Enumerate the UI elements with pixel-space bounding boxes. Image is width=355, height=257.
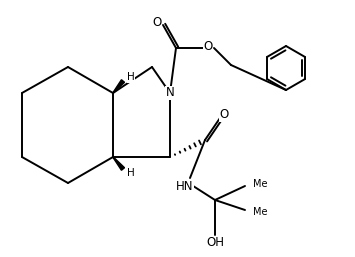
Polygon shape xyxy=(113,157,125,170)
Text: Me: Me xyxy=(253,179,268,189)
Text: HN: HN xyxy=(176,180,194,194)
Text: H: H xyxy=(127,72,135,82)
Text: N: N xyxy=(166,87,174,99)
Text: OH: OH xyxy=(206,236,224,250)
Text: H: H xyxy=(127,168,135,178)
Text: Me: Me xyxy=(253,207,268,217)
Text: O: O xyxy=(152,16,162,30)
Text: O: O xyxy=(203,41,213,53)
Polygon shape xyxy=(113,80,125,93)
Text: O: O xyxy=(219,108,229,122)
